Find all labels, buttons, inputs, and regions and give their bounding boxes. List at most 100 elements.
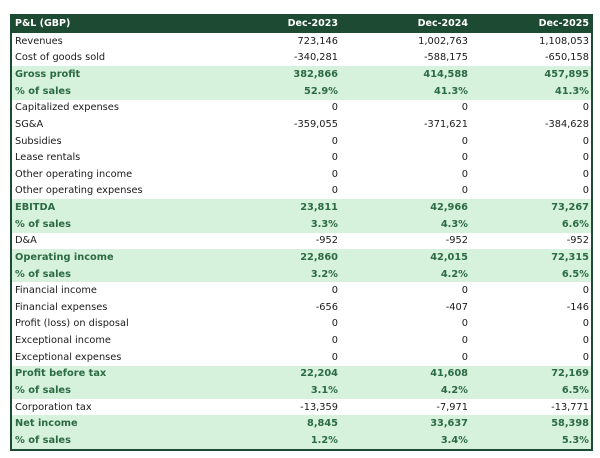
table-row: Financial expenses -656 -407 -146 bbox=[12, 299, 591, 316]
table-row: % of sales 1.2% 3.4% 5.3% bbox=[12, 432, 591, 449]
cell-dec-2025: 58,398 bbox=[551, 418, 589, 430]
cell-dec-2025: 0 bbox=[582, 351, 589, 363]
cell-dec-2023: 0 bbox=[331, 285, 338, 297]
cell-dec-2024: 0 bbox=[461, 152, 468, 164]
cell-dec-2025: 0 bbox=[582, 135, 589, 147]
cell-dec-2024: 0 bbox=[461, 351, 468, 363]
cell-dec-2025: 41.3% bbox=[555, 85, 589, 97]
cell-dec-2023: 3.1% bbox=[310, 384, 338, 396]
row-label: Other operating expenses bbox=[15, 185, 143, 197]
cell-dec-2024: 0 bbox=[461, 168, 468, 180]
table-row: % of sales 3.3% 4.3% 6.6% bbox=[12, 215, 591, 233]
cell-dec-2023: 3.3% bbox=[310, 218, 338, 230]
table-row: Profit (loss) on disposal 0 0 0 bbox=[12, 316, 591, 333]
table-row: % of sales 3.2% 4.2% 6.5% bbox=[12, 265, 591, 283]
table-row: % of sales 3.1% 4.2% 6.5% bbox=[12, 382, 591, 399]
cell-dec-2025: 6.5% bbox=[561, 268, 589, 280]
cell-dec-2024: 4.2% bbox=[440, 268, 468, 280]
row-label: Financial expenses bbox=[15, 301, 108, 313]
row-label: Gross profit bbox=[15, 69, 81, 81]
row-label: EBITDA bbox=[15, 202, 56, 214]
cell-dec-2024: 42,015 bbox=[430, 251, 468, 263]
header-title: P&L (GBP) bbox=[15, 18, 71, 29]
row-label: Exceptional income bbox=[15, 335, 111, 347]
cell-dec-2023: 1.2% bbox=[310, 434, 338, 446]
cell-dec-2023: 22,204 bbox=[300, 368, 338, 380]
table-header: P&L (GBP) Dec-2023 Dec-2024 Dec-2025 bbox=[12, 14, 591, 33]
cell-dec-2024: 0 bbox=[461, 335, 468, 347]
cell-dec-2025: 0 bbox=[582, 318, 589, 330]
table-row: Exceptional expenses 0 0 0 bbox=[12, 349, 591, 366]
table-row: Cost of goods sold -340,281 -588,175 -650,1… bbox=[12, 50, 591, 67]
header-col-2023: Dec-2023 bbox=[287, 18, 338, 29]
cell-dec-2024: 414,588 bbox=[423, 69, 468, 81]
cell-dec-2023: 0 bbox=[331, 335, 338, 347]
cell-dec-2024: 4.3% bbox=[440, 218, 468, 230]
cell-dec-2023: -340,281 bbox=[293, 52, 338, 64]
cell-dec-2023: -13,359 bbox=[300, 401, 338, 413]
cell-dec-2024: -7,971 bbox=[436, 401, 468, 413]
row-label: Other operating income bbox=[15, 168, 133, 180]
row-label: Exceptional expenses bbox=[15, 351, 122, 363]
cell-dec-2024: 0 bbox=[461, 102, 468, 114]
table-row: Other operating expenses 0 0 0 bbox=[12, 183, 591, 200]
row-label: Profit before tax bbox=[15, 368, 107, 380]
cell-dec-2024: -588,175 bbox=[423, 52, 468, 64]
cell-dec-2024: 1,002,763 bbox=[418, 35, 468, 47]
cell-dec-2024: 33,637 bbox=[430, 418, 468, 430]
table-row: Operating income 22,860 42,015 72,315 bbox=[12, 249, 591, 266]
table-row: Profit before tax 22,204 41,608 72,169 bbox=[12, 365, 591, 383]
cell-dec-2025: -384,628 bbox=[544, 118, 589, 130]
cell-dec-2024: -407 bbox=[445, 301, 468, 313]
cell-dec-2024: 42,966 bbox=[430, 202, 468, 214]
row-label: D&A bbox=[15, 235, 37, 247]
header-col-2024: Dec-2024 bbox=[417, 18, 468, 29]
table-row: Gross profit 382,866 414,588 457,895 bbox=[12, 66, 591, 83]
cell-dec-2024: 0 bbox=[461, 285, 468, 297]
cell-dec-2023: 0 bbox=[331, 185, 338, 197]
table-row: SG&A -359,055 -371,621 -384,628 bbox=[12, 116, 591, 133]
cell-dec-2023: 0 bbox=[331, 102, 338, 114]
cell-dec-2024: 0 bbox=[461, 318, 468, 330]
cell-dec-2025: 72,169 bbox=[551, 368, 589, 380]
table-row: Corporation tax -13,359 -7,971 -13,771 bbox=[12, 399, 591, 416]
cell-dec-2025: 0 bbox=[582, 168, 589, 180]
table-row: Net income 8,845 33,637 58,398 bbox=[12, 415, 591, 432]
row-label: % of sales bbox=[15, 85, 71, 97]
cell-dec-2023: 0 bbox=[331, 351, 338, 363]
cell-dec-2025: -146 bbox=[566, 301, 589, 313]
cell-dec-2025: 6.6% bbox=[561, 218, 589, 230]
cell-dec-2024: 41.3% bbox=[434, 85, 468, 97]
row-label: Net income bbox=[15, 418, 78, 430]
table-row: Financial income 0 0 0 bbox=[12, 282, 591, 299]
row-label: % of sales bbox=[15, 434, 71, 446]
row-label: % of sales bbox=[15, 218, 71, 230]
cell-dec-2025: 0 bbox=[582, 102, 589, 114]
cell-dec-2023: 723,146 bbox=[297, 35, 338, 47]
cell-dec-2024: 0 bbox=[461, 185, 468, 197]
cell-dec-2023: 8,845 bbox=[307, 418, 338, 430]
cell-dec-2025: 6.5% bbox=[561, 384, 589, 396]
row-label: Profit (loss) on disposal bbox=[15, 318, 129, 330]
row-label: % of sales bbox=[15, 268, 71, 280]
cell-dec-2025: 5.3% bbox=[561, 434, 589, 446]
cell-dec-2025: 0 bbox=[582, 152, 589, 164]
cell-dec-2025: 457,895 bbox=[544, 69, 589, 81]
cell-dec-2023: 52.9% bbox=[304, 85, 338, 97]
table-row: % of sales 52.9% 41.3% 41.3% bbox=[12, 82, 591, 100]
cell-dec-2024: 0 bbox=[461, 135, 468, 147]
row-label: Subsidies bbox=[15, 135, 62, 147]
cell-dec-2025: 0 bbox=[582, 285, 589, 297]
row-label: Capitalized expenses bbox=[15, 102, 119, 114]
table-row: Exceptional income 0 0 0 bbox=[12, 332, 591, 349]
pnl-table: P&L (GBP) Dec-2023 Dec-2024 Dec-2025 Rev… bbox=[10, 14, 593, 451]
table-row: D&A -952 -952 -952 bbox=[12, 233, 591, 250]
row-label: Corporation tax bbox=[15, 401, 92, 413]
table-row: Lease rentals 0 0 0 bbox=[12, 149, 591, 166]
table-row: Other operating income 0 0 0 bbox=[12, 166, 591, 183]
cell-dec-2023: -656 bbox=[315, 301, 338, 313]
cell-dec-2023: -952 bbox=[315, 235, 338, 247]
table-row: Subsidies 0 0 0 bbox=[12, 133, 591, 150]
cell-dec-2023: 0 bbox=[331, 318, 338, 330]
row-label: Revenues bbox=[15, 35, 63, 47]
